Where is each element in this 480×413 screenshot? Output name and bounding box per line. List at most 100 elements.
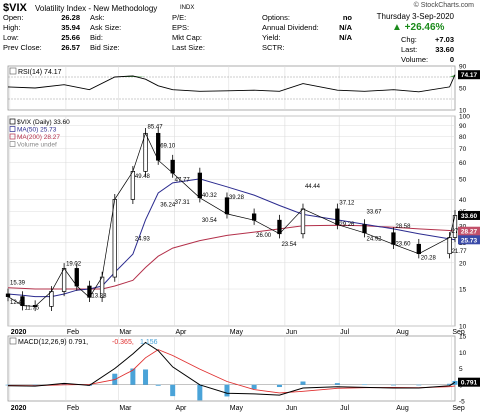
price-annotation: 15.39	[10, 281, 26, 287]
price-legend-marker	[9, 133, 16, 140]
price-annotation: 23.54	[281, 242, 297, 248]
macd-tick-label: 15	[459, 334, 467, 341]
quote-label: Ask:	[90, 13, 105, 22]
price-candle	[170, 159, 175, 174]
price-tick-label: 100	[459, 114, 470, 121]
price-annotation: 37.12	[339, 200, 355, 206]
price-annotation: 49.48	[135, 174, 151, 180]
rsi-tick-label: 10	[459, 108, 467, 115]
price-candle	[362, 224, 367, 234]
price-annotation: 44.44	[305, 184, 321, 190]
rsi-last-tag-bg	[458, 70, 480, 80]
price-annotation: 36.24	[160, 203, 176, 209]
rsi-panel	[7, 65, 456, 111]
copyright-link[interactable]: © StockCharts.com	[413, 2, 474, 9]
quote-label: High:	[3, 23, 21, 32]
price-x-tick-label: Feb	[67, 329, 79, 336]
quote-label: Yield:	[262, 33, 281, 42]
price-annotation: 40.32	[202, 193, 218, 199]
macd-legend-marker	[9, 337, 17, 345]
rsi-tick-label: 90	[459, 64, 467, 71]
price-annotation: 69.10	[160, 144, 176, 150]
price-candle	[5, 293, 11, 297]
chg-value: +7.03	[435, 35, 454, 44]
price-annotation: 20.28	[421, 256, 437, 262]
quote-label: Low:	[3, 33, 19, 42]
volume-value: 0	[449, 55, 454, 64]
rsi-legend: RSI(14) 74.17	[18, 69, 62, 76]
macd-histogram-bar	[170, 384, 176, 397]
rsi-tick-label: 50	[459, 86, 467, 93]
price-annotation: 37.31	[175, 200, 191, 206]
macd-x-tick-label: Feb	[67, 405, 79, 412]
price-x-tick-label: 2020	[11, 329, 27, 336]
macd-histogram-bar	[32, 384, 38, 386]
security-name: Volatility Index - New Methodology	[35, 4, 158, 13]
macd-tick-label: -5	[459, 399, 465, 406]
price-tick-label: 70	[459, 146, 467, 153]
macd-histogram-bar	[452, 380, 458, 385]
macd-x-tick-label: Aug	[396, 405, 409, 412]
price-tag-bg	[458, 210, 480, 220]
price-annotation: 39.28	[229, 195, 245, 201]
quote-label: Bid:	[90, 33, 103, 42]
macd-histogram-bar	[143, 369, 149, 385]
price-annotation: 85.47	[148, 124, 164, 130]
macd-histogram-bar	[155, 384, 161, 386]
price-annotation: 21.77	[452, 249, 468, 255]
price-annotation: 19.02	[66, 261, 82, 267]
quote-date: Thursday 3-Sep-2020	[376, 12, 454, 21]
quote-value: 26.57	[61, 43, 80, 52]
quote-label: Ask Size:	[90, 23, 122, 32]
price-tick-label: 80	[459, 134, 467, 141]
macd-histogram-bar	[390, 384, 396, 386]
percent-change: ▲ +26.46%	[392, 22, 445, 33]
quote-value: 26.28	[61, 13, 80, 22]
quote-label: Options:	[262, 13, 290, 22]
price-annotation: 29.26	[339, 222, 355, 228]
quote-value: 25.66	[61, 33, 80, 42]
macd-panel	[7, 335, 456, 402]
price-close-line	[7, 132, 456, 307]
macd-tick-label: 10	[459, 350, 467, 357]
price-legend-item: Volume undef	[17, 142, 57, 149]
price-tick-label: 20	[459, 260, 467, 267]
quote-value: N/A	[339, 23, 352, 32]
quote-label: SCTR:	[262, 43, 285, 52]
price-candle	[251, 213, 257, 221]
price-candle	[452, 215, 458, 238]
price-tag: 25.73	[461, 237, 478, 244]
last-value: 33.60	[435, 45, 454, 54]
price-candle	[300, 208, 306, 235]
price-x-tick-label: Mar	[119, 329, 132, 336]
macd-x-tick-label: Jun	[286, 405, 297, 412]
price-candle	[74, 268, 79, 287]
last-label: Last:	[401, 45, 418, 54]
price-candle	[416, 243, 421, 255]
price-legend-marker	[9, 141, 16, 147]
price-annotation: 13.38	[91, 293, 107, 299]
macd-x-tick-label: 2020	[11, 405, 27, 412]
macd-x-tick-label: Jul	[340, 405, 349, 412]
macd-histogram-bar	[362, 384, 368, 386]
price-candle	[49, 291, 54, 307]
macd-histogram-bar	[61, 383, 67, 385]
ma50-line	[7, 178, 456, 298]
price-x-tick-label: May	[230, 329, 244, 336]
price-annotation: 30.54	[202, 218, 218, 224]
price-tick-label: 15	[459, 287, 467, 294]
quote-label: P/E:	[172, 13, 187, 22]
price-legend-item: MA(50) 25.73	[17, 127, 57, 134]
price-annotation: 28.58	[395, 224, 411, 230]
price-x-tick-label: Aug	[396, 329, 409, 336]
price-tick-label: 10	[459, 324, 467, 331]
macd-histogram-bar	[447, 383, 453, 385]
price-legend-item: $VIX (Daily) 33.60	[17, 119, 70, 126]
price-legend-item: MA(200) 28.27	[17, 134, 60, 141]
price-tag-bg	[458, 235, 480, 245]
price-annotation: 26.00	[256, 233, 272, 239]
quote-value: 35.94	[61, 23, 80, 32]
price-x-tick-label: Jul	[340, 329, 349, 336]
price-candle	[112, 198, 117, 278]
